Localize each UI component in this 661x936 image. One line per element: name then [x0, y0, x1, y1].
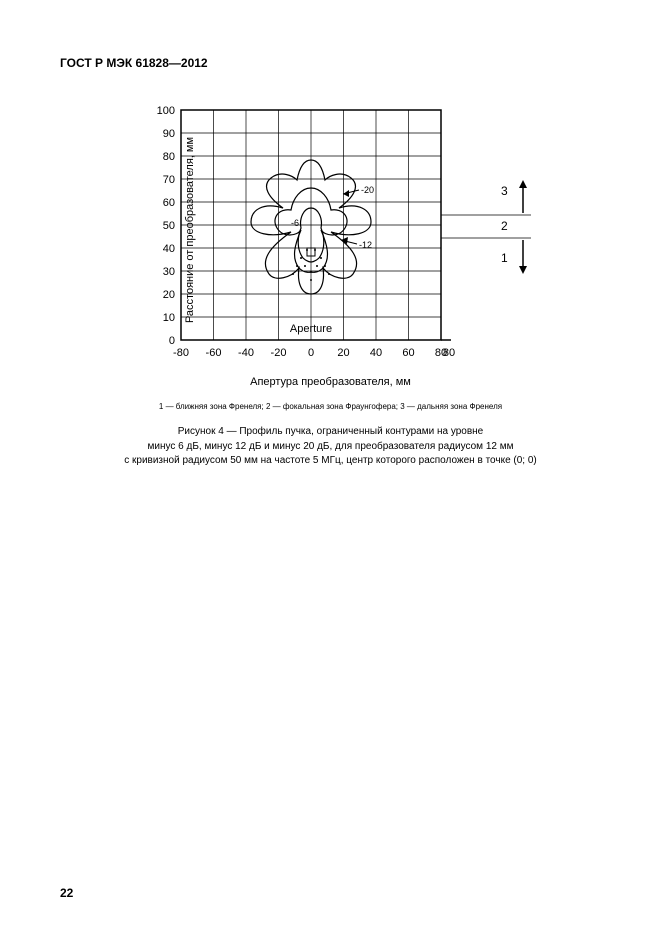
svg-text:2: 2 [501, 219, 508, 233]
svg-text:90: 90 [162, 128, 174, 140]
caption-line-1: Рисунок 4 — Профиль пучка, ограниченный … [178, 426, 484, 437]
svg-text:-80: -80 [173, 347, 189, 359]
svg-text:50: 50 [162, 220, 174, 232]
page: ГОСТ Р МЭК 61828—2012 Расстояние от прео… [0, 0, 661, 936]
svg-text:100: 100 [156, 105, 174, 117]
page-number: 22 [60, 886, 73, 900]
grid [181, 110, 441, 340]
svg-text:1: 1 [501, 251, 508, 265]
svg-text:-20: -20 [270, 347, 286, 359]
svg-text:60: 60 [402, 347, 414, 359]
svg-text:3: 3 [501, 184, 508, 198]
x-tick-extra: 80 [442, 347, 454, 359]
svg-text:80: 80 [162, 151, 174, 163]
svg-text:0: 0 [307, 347, 313, 359]
aperture-label: Aperture [289, 323, 331, 335]
svg-text:-20: -20 [361, 185, 374, 195]
figure-caption: Рисунок 4 — Профиль пучка, ограниченный … [60, 425, 601, 469]
svg-text:20: 20 [162, 289, 174, 301]
annotation-6: -6 [291, 218, 299, 228]
caption-line-3: с кривизной радиусом 50 мм на частоте 5 … [124, 455, 537, 466]
x-axis-label: Апертура преобразователя, мм [60, 376, 601, 388]
svg-text:-60: -60 [205, 347, 221, 359]
zone-legend: 1 — ближняя зона Френеля; 2 — фокальная … [60, 402, 601, 411]
svg-text:60: 60 [162, 197, 174, 209]
zone-markers: 3 2 1 [441, 180, 531, 274]
figure-area: Расстояние от преобразователя, мм [60, 90, 601, 469]
svg-text:20: 20 [337, 347, 349, 359]
chart-svg: 0 10 20 30 40 50 60 70 80 90 100 -80 -60… [111, 90, 551, 370]
svg-text:30: 30 [162, 266, 174, 278]
svg-text:-12: -12 [359, 240, 372, 250]
document-header: ГОСТ Р МЭК 61828—2012 [60, 56, 601, 70]
svg-text:40: 40 [369, 347, 381, 359]
svg-text:70: 70 [162, 174, 174, 186]
svg-text:40: 40 [162, 243, 174, 255]
svg-text:-40: -40 [238, 347, 254, 359]
x-ticks: -80 -60 -40 -20 0 20 40 60 80 [173, 347, 447, 359]
caption-line-2: минус 6 дБ, минус 12 дБ и минус 20 дБ, д… [148, 441, 514, 452]
y-axis-label: Расстояние от преобразователя, мм [184, 137, 196, 323]
svg-text:0: 0 [168, 335, 174, 347]
chart: Расстояние от преобразователя, мм [111, 90, 551, 370]
svg-text:-6: -6 [291, 218, 299, 228]
svg-text:10: 10 [162, 312, 174, 324]
y-ticks: 0 10 20 30 40 50 60 70 80 90 100 [156, 105, 174, 347]
